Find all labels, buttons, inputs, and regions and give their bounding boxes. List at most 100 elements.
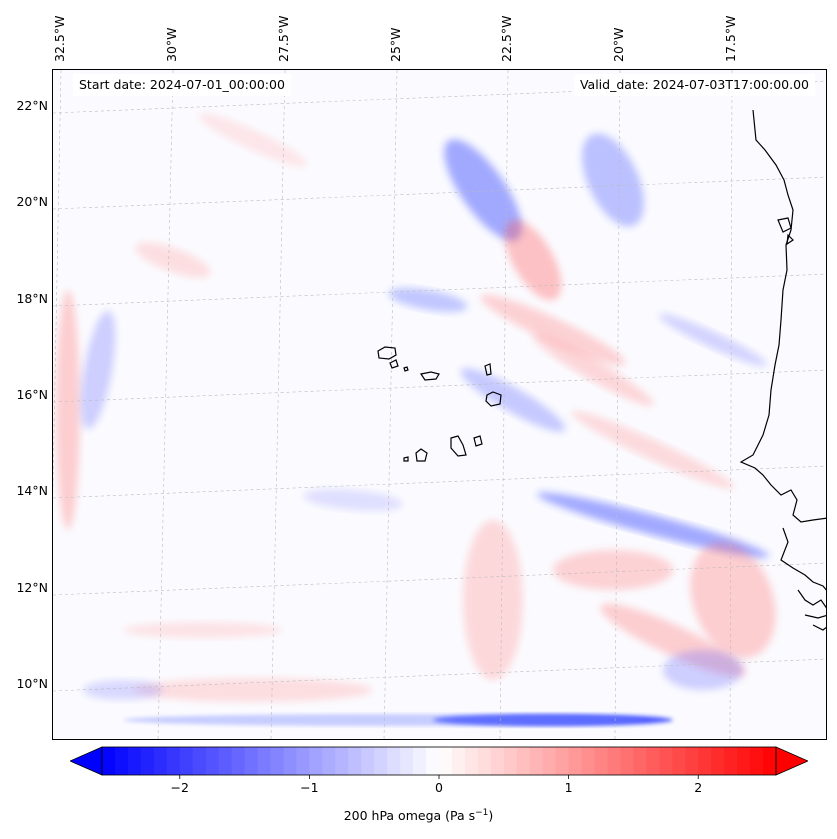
colorbar-segment xyxy=(672,747,686,775)
cape-verde-island xyxy=(415,448,428,462)
colorbar-tick-label: −1 xyxy=(300,780,319,795)
cape-verde-island xyxy=(420,371,440,381)
colorbar-segment xyxy=(633,747,647,775)
colorbar-segment xyxy=(309,747,323,775)
lat-label: 16°N xyxy=(16,387,48,402)
cape-verde-island xyxy=(403,366,409,372)
lat-label: 10°N xyxy=(16,676,48,691)
lon-label: 30°W xyxy=(164,27,179,62)
omega-anomaly xyxy=(571,410,735,490)
omega-anomaly xyxy=(460,368,566,432)
omega-anomaly xyxy=(463,520,523,680)
omega-anomaly xyxy=(83,680,163,700)
colorbar-segment xyxy=(413,747,427,775)
colorbar-gradient xyxy=(70,746,808,776)
colorbar-segment xyxy=(348,747,362,775)
cape-verde-island xyxy=(377,346,397,360)
colorbar-segment xyxy=(140,747,155,775)
colorbar-segment xyxy=(322,747,336,775)
colorbar-segment xyxy=(659,747,673,775)
meridian xyxy=(614,70,621,739)
parallel xyxy=(53,465,826,499)
bissagos-coast xyxy=(797,589,826,631)
colorbar-segment xyxy=(568,747,583,775)
colorbar-segment xyxy=(490,747,505,775)
colorbar-segment xyxy=(166,747,181,775)
cape-verde-island xyxy=(473,435,483,447)
colorbar-segment xyxy=(594,747,609,775)
lat-label: 22°N xyxy=(16,98,48,113)
graticule xyxy=(53,70,826,739)
omega-anomaly xyxy=(663,650,743,690)
meridian xyxy=(383,70,398,739)
colorbar-extend-min xyxy=(70,746,103,776)
colorbar-segment xyxy=(426,747,440,775)
lon-label: 20°W xyxy=(611,27,626,62)
lon-label: 22.5°W xyxy=(499,15,514,62)
start-date-label: Start date: 2024-07-01_00:00:00 xyxy=(73,74,291,96)
colorbar-segment xyxy=(542,747,557,775)
coastal-island xyxy=(777,217,794,246)
colorbar-segment xyxy=(711,747,725,775)
omega-anomaly xyxy=(80,310,116,430)
colorbar-units-exponent: −1 xyxy=(475,808,489,818)
parallel xyxy=(53,176,826,210)
cape-verde-island xyxy=(484,363,492,376)
omega-anomaly xyxy=(532,333,654,407)
colorbar-ticks xyxy=(179,775,699,779)
colorbar-segment xyxy=(737,747,751,775)
lat-label: 14°N xyxy=(16,483,48,498)
lat-label: 12°N xyxy=(16,580,48,595)
colorbar-segment xyxy=(698,747,712,775)
omega-anomaly xyxy=(480,294,626,366)
omega-anomaly xyxy=(553,550,673,590)
colorbar-tick-label: 2 xyxy=(694,780,703,795)
cape-verde-island xyxy=(450,435,467,457)
colorbar-segment xyxy=(750,747,764,775)
colorbar-segment xyxy=(464,747,479,775)
colorbar-segment xyxy=(205,747,220,775)
colorbar-label: 200 hPa omega (Pa s−1) xyxy=(0,808,837,823)
lat-label: 20°N xyxy=(16,194,48,209)
omega-band-halo xyxy=(123,714,643,726)
omega-field-map xyxy=(53,70,826,739)
omega-anomaly xyxy=(198,113,308,167)
colorbar-segment xyxy=(581,747,596,775)
colorbar-segment xyxy=(283,747,298,775)
colorbar-segment xyxy=(296,747,310,775)
omega-anomaly xyxy=(388,287,468,313)
lon-label: 27.5°W xyxy=(276,15,291,62)
colorbar-segment xyxy=(374,747,388,775)
colorbar-label-close: ) xyxy=(488,808,494,824)
parallel xyxy=(53,562,826,596)
colorbar-segment xyxy=(114,747,129,775)
colorbar-tick-label: 1 xyxy=(564,780,573,795)
colorbar-segment xyxy=(179,747,194,775)
omega-anomaly xyxy=(56,290,80,530)
lon-label: 17.5°W xyxy=(723,15,738,62)
colorbar-segment xyxy=(555,747,570,775)
colorbar-segment xyxy=(127,747,142,775)
omega-anomaly xyxy=(658,313,768,367)
colorbar-label-text: 200 hPa omega (Pa s xyxy=(343,808,476,824)
parallel xyxy=(53,80,826,114)
omega-anomaly xyxy=(582,133,644,227)
colorbar-segment xyxy=(516,747,531,775)
parallel xyxy=(53,273,826,307)
lon-label: 25°W xyxy=(388,27,403,62)
colorbar-extend-max xyxy=(775,746,808,776)
african-coast-south xyxy=(780,527,826,591)
meridian xyxy=(270,70,286,739)
meridian xyxy=(157,70,174,739)
coastlines xyxy=(377,109,826,631)
colorbar-segment xyxy=(477,747,492,775)
colorbar-segment xyxy=(646,747,660,775)
colorbar-segment xyxy=(192,747,207,775)
cape-verde-island xyxy=(485,391,502,407)
map-panel xyxy=(52,69,827,740)
lon-label: 32.5°W xyxy=(52,15,67,62)
colorbar-segment xyxy=(231,747,246,775)
parallel xyxy=(53,369,826,403)
parallel xyxy=(53,658,826,692)
colorbar-segment xyxy=(620,747,635,775)
